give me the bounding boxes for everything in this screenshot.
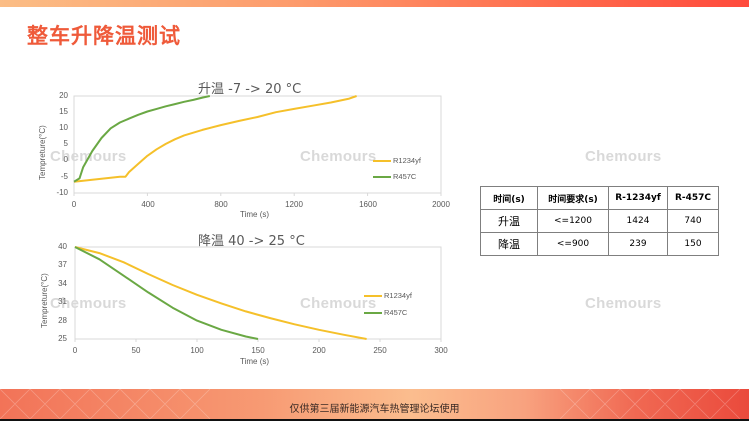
watermark: Chemours xyxy=(50,295,127,312)
table-cell: 150 xyxy=(667,232,719,256)
x-tick: 50 xyxy=(131,346,141,355)
y-tick: 15 xyxy=(59,107,68,116)
table-header-row: 时间(s) 时间要求(s) R-1234yf R-457C xyxy=(480,186,719,210)
x-tick: 400 xyxy=(141,200,155,209)
x-tick: 150 xyxy=(251,346,265,355)
footer-banner: 仅供第三届新能源汽车热管理论坛使用 xyxy=(0,389,749,419)
watermark: Chemours xyxy=(585,148,662,165)
y-tick: 31 xyxy=(58,297,67,306)
legend-label: R1234yf xyxy=(384,291,412,300)
series-line-r1234yf xyxy=(73,95,357,183)
table-cell: <=900 xyxy=(537,232,609,256)
legend-swatch xyxy=(364,311,382,314)
y-tick: 40 xyxy=(58,242,67,251)
y-tick: 37 xyxy=(58,260,67,269)
x-tick: 100 xyxy=(190,346,204,355)
series-line-r457c xyxy=(73,95,211,183)
legend-swatch xyxy=(373,159,391,162)
table-cell: 降温 xyxy=(480,232,538,256)
x-tick: 1200 xyxy=(285,200,303,209)
y-tick: 28 xyxy=(58,316,67,325)
x-tick: 250 xyxy=(373,346,387,355)
table-cell: <=1200 xyxy=(537,209,609,233)
x-tick: 1600 xyxy=(359,200,377,209)
table-header: 时间(s) xyxy=(480,186,538,210)
x-tick: 800 xyxy=(214,200,228,209)
y-tick: 10 xyxy=(59,123,68,132)
y-tick: 25 xyxy=(58,334,67,343)
table-row: 降温 <=900 239 150 xyxy=(480,232,719,256)
legend-swatch xyxy=(373,175,391,178)
watermark: Chemours xyxy=(300,148,377,165)
series-line-r457c xyxy=(74,246,259,340)
x-axis-label: Time (s) xyxy=(240,357,270,366)
footer-text: 仅供第三届新能源汽车热管理论坛使用 xyxy=(289,404,460,415)
legend-item-r1234yf: R1234yf xyxy=(373,156,421,165)
legend-swatch xyxy=(364,294,382,297)
y-tick: -5 xyxy=(60,172,68,181)
legend-label: R1234yf xyxy=(393,156,421,165)
table-header: 时间要求(s) xyxy=(537,186,609,210)
bottom-edge xyxy=(0,419,749,421)
x-tick: 300 xyxy=(434,346,448,355)
table-header: R-457C xyxy=(667,186,719,210)
page-title: 整车升降温测试 xyxy=(27,24,181,48)
results-table: 时间(s) 时间要求(s) R-1234yf R-457C 升温 <=1200 … xyxy=(480,186,719,256)
y-tick: 0 xyxy=(63,155,68,164)
legend-item-r1234yf: R1234yf xyxy=(364,291,412,300)
series-line-r1234yf xyxy=(74,246,367,340)
table-cell: 239 xyxy=(608,232,668,256)
y-tick: 5 xyxy=(63,139,68,148)
y-axis-label: Tempreture(°C) xyxy=(40,273,49,328)
x-tick: 0 xyxy=(72,346,78,355)
x-tick: 2000 xyxy=(432,200,450,209)
x-axis-label: Time (s) xyxy=(240,210,270,219)
table-cell: 740 xyxy=(667,209,719,233)
table-header: R-1234yf xyxy=(608,186,668,210)
legend-item-r457c: R457C xyxy=(364,308,407,317)
legend-label: R457C xyxy=(393,172,417,181)
table-cell: 升温 xyxy=(480,209,538,233)
watermark: Chemours xyxy=(585,295,662,312)
table-row: 升温 <=1200 1424 740 xyxy=(480,209,719,233)
chart-title: 降温 40 -> 25 °C xyxy=(198,234,305,249)
x-tick: 200 xyxy=(312,346,326,355)
chart-title: 升温 -7 -> 20 °C xyxy=(198,82,302,97)
y-tick: 34 xyxy=(58,279,67,288)
legend-label: R457C xyxy=(384,308,408,317)
y-tick: 20 xyxy=(59,91,68,100)
footer-lattice-pattern xyxy=(0,389,741,419)
x-tick: 0 xyxy=(71,200,77,209)
header-accent-bar xyxy=(0,0,749,7)
table-cell: 1424 xyxy=(608,209,668,233)
watermark: Chemours xyxy=(300,295,377,312)
legend-item-r457c: R457C xyxy=(373,172,416,181)
y-tick: -10 xyxy=(56,188,68,197)
